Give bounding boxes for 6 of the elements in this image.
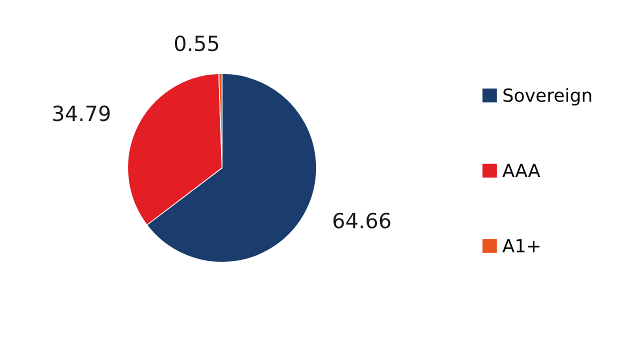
data-label: 0.55 bbox=[174, 35, 218, 52]
data-label: 64.66 bbox=[333, 212, 390, 228]
legend-label: A1+ bbox=[502, 239, 540, 252]
data-label: 34.79 bbox=[53, 106, 110, 122]
legend-label: AAA bbox=[502, 164, 540, 177]
legend-label: Sovereign bbox=[504, 88, 592, 106]
